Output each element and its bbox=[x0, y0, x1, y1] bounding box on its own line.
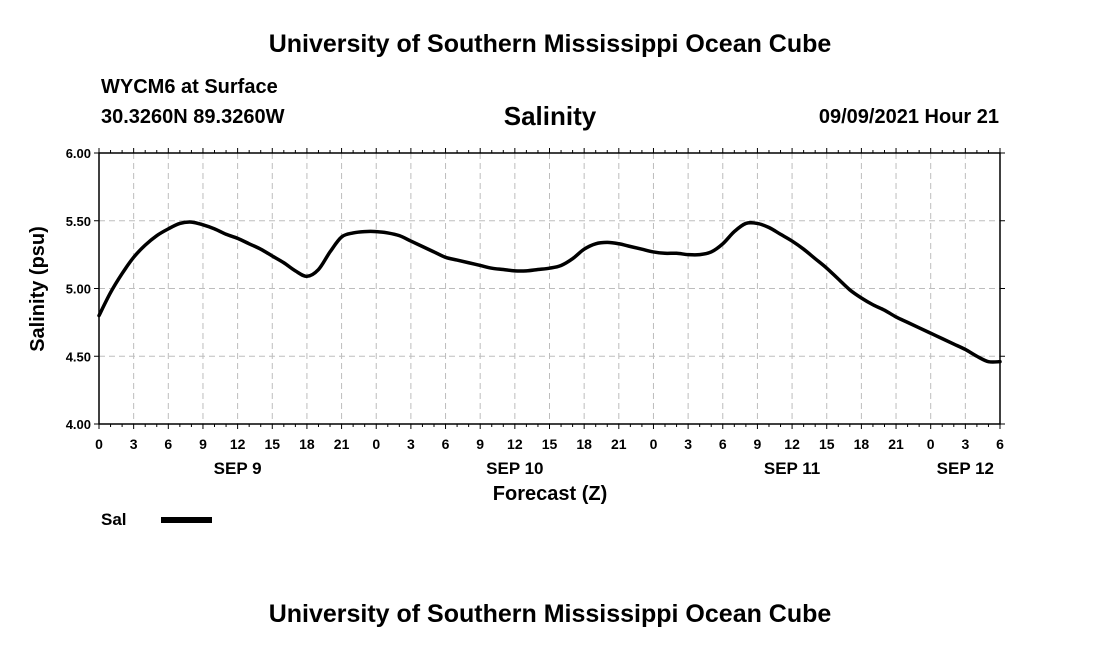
x-tick-label: 15 bbox=[264, 436, 280, 452]
x-tick-label: 21 bbox=[334, 436, 350, 452]
x-tick-label: 0 bbox=[95, 436, 103, 452]
axis-ticks bbox=[94, 148, 1005, 429]
date-label: SEP 10 bbox=[486, 459, 543, 478]
x-tick-label: 3 bbox=[684, 436, 692, 452]
x-tick-label: 18 bbox=[854, 436, 870, 452]
y-tick-label: 4.50 bbox=[66, 349, 91, 364]
x-tick-label: 18 bbox=[299, 436, 315, 452]
forecast-datetime: 09/09/2021 Hour 21 bbox=[818, 106, 999, 128]
x-tick-label: 6 bbox=[996, 436, 1004, 452]
x-tick-label: 6 bbox=[719, 436, 727, 452]
x-tick-label: 3 bbox=[130, 436, 138, 452]
x-tick-label: 0 bbox=[927, 436, 935, 452]
date-label: SEP 11 bbox=[764, 459, 820, 478]
x-tick-label: 6 bbox=[164, 436, 172, 452]
coordinates-label: 30.3260N 89.3260W bbox=[101, 106, 285, 128]
y-axis-title: Salinity (psu) bbox=[27, 226, 49, 352]
x-tick-label: 15 bbox=[542, 436, 558, 452]
date-label: SEP 12 bbox=[937, 459, 994, 478]
chart-title: Salinity bbox=[503, 101, 597, 131]
legend-label-sal: Sal bbox=[101, 510, 127, 529]
y-tick-label: 4.00 bbox=[66, 417, 91, 432]
series-line-sal bbox=[97, 220, 1002, 364]
legend: Sal bbox=[101, 510, 212, 529]
x-axis-title: Forecast (Z) bbox=[493, 483, 607, 505]
x-tick-label: 6 bbox=[442, 436, 450, 452]
x-tick-label: 0 bbox=[372, 436, 380, 452]
x-tick-label: 12 bbox=[230, 436, 246, 452]
page-title: University of Southern Mississippi Ocean… bbox=[268, 30, 832, 58]
x-tick-label: 9 bbox=[476, 436, 484, 452]
x-tick-label: 12 bbox=[784, 436, 800, 452]
x-tick-label: 3 bbox=[407, 436, 415, 452]
date-label: SEP 9 bbox=[214, 459, 262, 478]
station-label: WYCM6 at Surface bbox=[101, 76, 278, 98]
x-tick-label: 18 bbox=[576, 436, 592, 452]
x-tick-label: 15 bbox=[819, 436, 835, 452]
x-tick-label: 21 bbox=[611, 436, 627, 452]
y-tick-label: 6.00 bbox=[66, 146, 91, 161]
y-tick-label: 5.00 bbox=[66, 282, 91, 297]
axis-labels: 4.00 4.50 5.00 5.50 6.00 0 3 6 9 12 15 18 21 0 3 6 9 12 15… bbox=[66, 146, 1004, 478]
footer-title: University of Southern Mississippi Ocean… bbox=[268, 600, 832, 628]
x-tick-label: 21 bbox=[888, 436, 904, 452]
x-tick-label: 3 bbox=[961, 436, 969, 452]
x-tick-label: 9 bbox=[754, 436, 762, 452]
y-tick-label: 5.50 bbox=[66, 214, 91, 229]
x-tick-label: 9 bbox=[199, 436, 207, 452]
x-tick-label: 12 bbox=[507, 436, 523, 452]
grid bbox=[99, 153, 1000, 424]
x-tick-label: 0 bbox=[650, 436, 658, 452]
